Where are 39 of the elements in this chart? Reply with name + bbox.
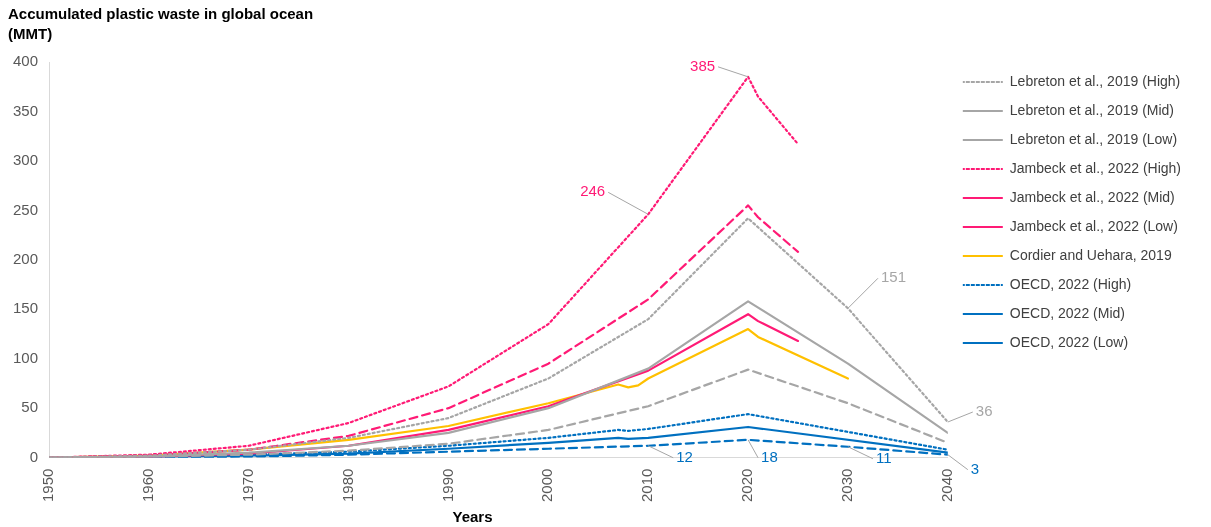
x-tick-label: 1960 xyxy=(139,468,157,503)
y-tick-label: 50 xyxy=(21,398,39,416)
legend-label: Lebreton et al., 2019 (Mid) xyxy=(1009,101,1175,118)
annotation: 151 xyxy=(880,268,906,286)
legend-label: Jambeck et al., 2022 (Low) xyxy=(1009,217,1178,234)
legend-label: Jambeck et al., 2022 (Mid) xyxy=(1009,188,1175,205)
legend-label: Cordier and Uehara, 2019 xyxy=(1009,246,1172,263)
legend-label: Lebreton et al., 2019 (High) xyxy=(1009,72,1181,89)
legend-label: OECD, 2022 (High) xyxy=(1009,275,1132,292)
y-axis-title: Accumulated plastic waste in global ocean (MMT) xyxy=(8,4,315,44)
y-tick-label: 200 xyxy=(13,249,39,267)
annotation: 12 xyxy=(676,447,693,465)
y-tick-label: 300 xyxy=(13,151,39,169)
x-tick-label: 1990 xyxy=(438,468,456,503)
x-tick-label: 2040 xyxy=(937,468,955,503)
y-tick-label: 250 xyxy=(13,200,39,218)
legend-label: OECD, 2022 (Low) xyxy=(1009,333,1129,350)
x-tick-label: 1950 xyxy=(39,468,57,503)
legend-label: OECD, 2022 (Mid) xyxy=(1009,304,1125,321)
x-axis-title: Years xyxy=(451,508,494,525)
x-tick-label: 1980 xyxy=(338,468,356,503)
y-tick-label: 100 xyxy=(13,348,39,366)
y-tick-label: 350 xyxy=(13,101,39,119)
x-tick-label: 2000 xyxy=(538,468,556,503)
annotation: 11 xyxy=(875,448,892,466)
y-tick-label: 0 xyxy=(29,447,39,465)
annotation: 3 xyxy=(970,459,980,477)
x-tick-label: 2030 xyxy=(838,468,856,503)
annotation: 18 xyxy=(761,447,778,465)
legend-label: Lebreton et al., 2019 (Low) xyxy=(1009,130,1178,147)
y-tick-label: 400 xyxy=(13,52,39,70)
x-tick-label: 2010 xyxy=(638,468,656,503)
annotation: 385 xyxy=(690,56,716,74)
x-tick-label: 1970 xyxy=(238,468,256,503)
annotation: 246 xyxy=(580,182,606,200)
x-tick-label: 2020 xyxy=(738,468,756,503)
y-tick-label: 150 xyxy=(13,299,39,317)
legend-label: Jambeck et al., 2022 (High) xyxy=(1009,159,1182,176)
annotation: 36 xyxy=(975,402,993,420)
